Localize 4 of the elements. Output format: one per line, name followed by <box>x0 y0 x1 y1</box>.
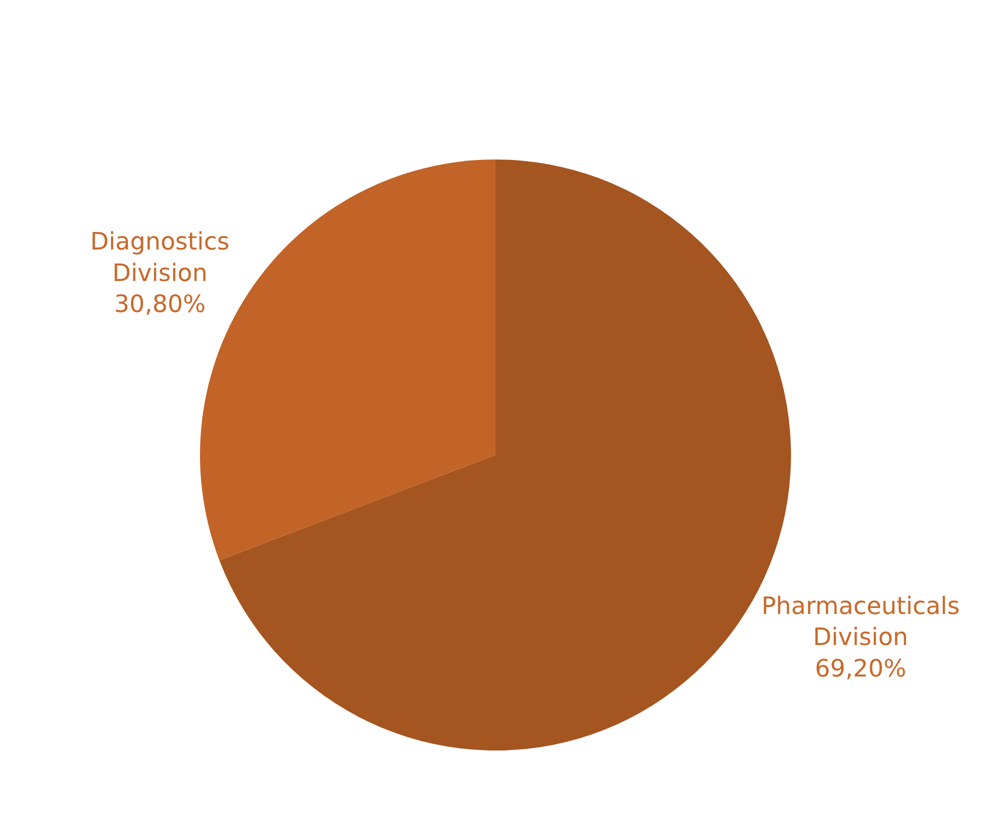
data-label: 69,20% <box>814 654 906 682</box>
data-label: 30,80% <box>114 290 206 318</box>
slice-label: Diagnostics Division <box>90 228 230 287</box>
slice-label: Pharmaceuticals Division <box>761 592 960 652</box>
